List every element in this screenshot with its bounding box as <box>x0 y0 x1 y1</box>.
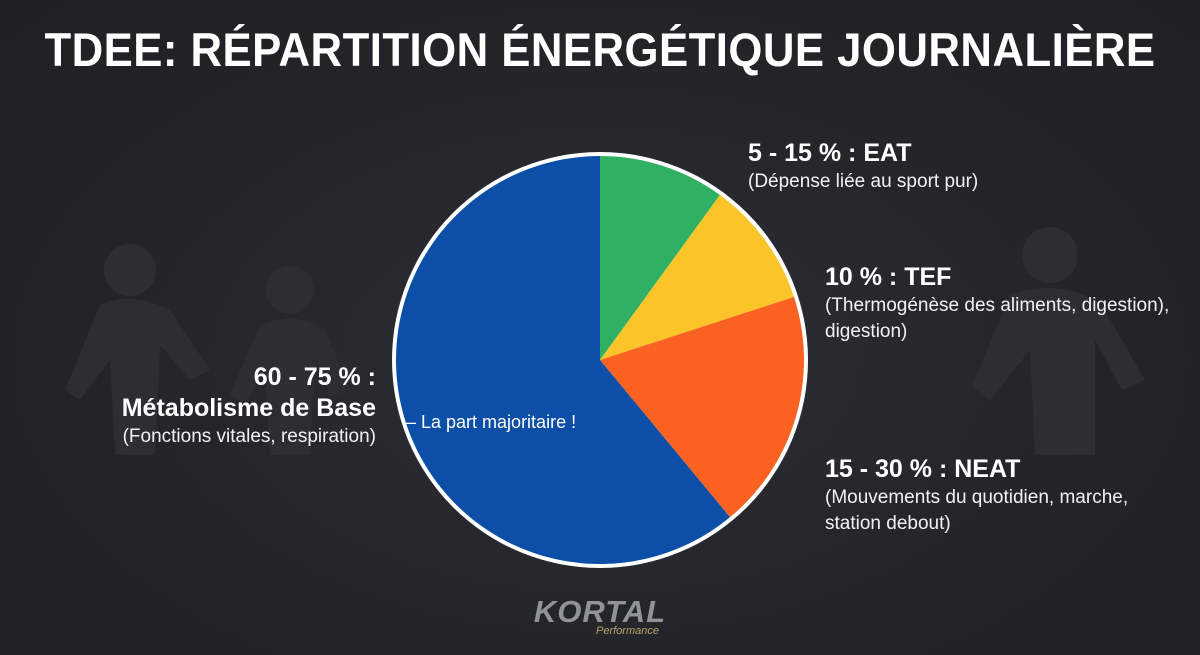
logo-tagline: Performance <box>596 625 659 637</box>
pie-chart <box>392 152 808 568</box>
pie-slice-eat <box>600 156 720 360</box>
label-eat-title: 5 - 15 % : EAT <box>748 139 912 167</box>
pie-slice-base <box>396 156 731 564</box>
label-base-percent: 60 - 75 % : <box>253 363 376 391</box>
athlete-silhouette-right <box>972 227 1145 455</box>
label-eat: 5 - 15 % : EAT (Dépense liée au sport pu… <box>748 138 1168 195</box>
label-tef: 10 % : TEF (Thermogénèse des aliments, d… <box>825 262 1185 345</box>
brand-logo: KORTAL Performance <box>0 594 1200 638</box>
pie-slice-tef <box>600 194 795 360</box>
label-tef-description: (Thermogénèse des aliments, digestion), … <box>825 295 1170 342</box>
label-neat: 15 - 30 % : NEAT (Mouvements du quotidie… <box>825 454 1185 537</box>
label-base-description: (Fonctions vitales, respiration) <box>122 426 376 447</box>
base-annotation: – La part majoritaire ! <box>406 412 577 432</box>
label-neat-title: 15 - 30 % : NEAT <box>825 455 1021 483</box>
label-neat-description: (Mouvements du quotidien, marche, statio… <box>825 487 1129 534</box>
label-base-name: Métabolisme de Base <box>121 394 376 422</box>
label-tef-title: 10 % : TEF <box>825 263 952 291</box>
label-eat-description: (Dépense liée au sport pur) <box>748 171 979 192</box>
label-base: 60 - 75 % : Métabolisme de Base (Fonctio… <box>40 362 376 450</box>
logo-name: KORTAL <box>533 594 667 629</box>
chart-title: TDEE: RÉPARTITION ÉNERGÉTIQUE JOURNALIÈR… <box>44 23 1156 76</box>
pie-slice-neat <box>600 296 804 518</box>
athlete-silhouette-left <box>65 244 350 455</box>
